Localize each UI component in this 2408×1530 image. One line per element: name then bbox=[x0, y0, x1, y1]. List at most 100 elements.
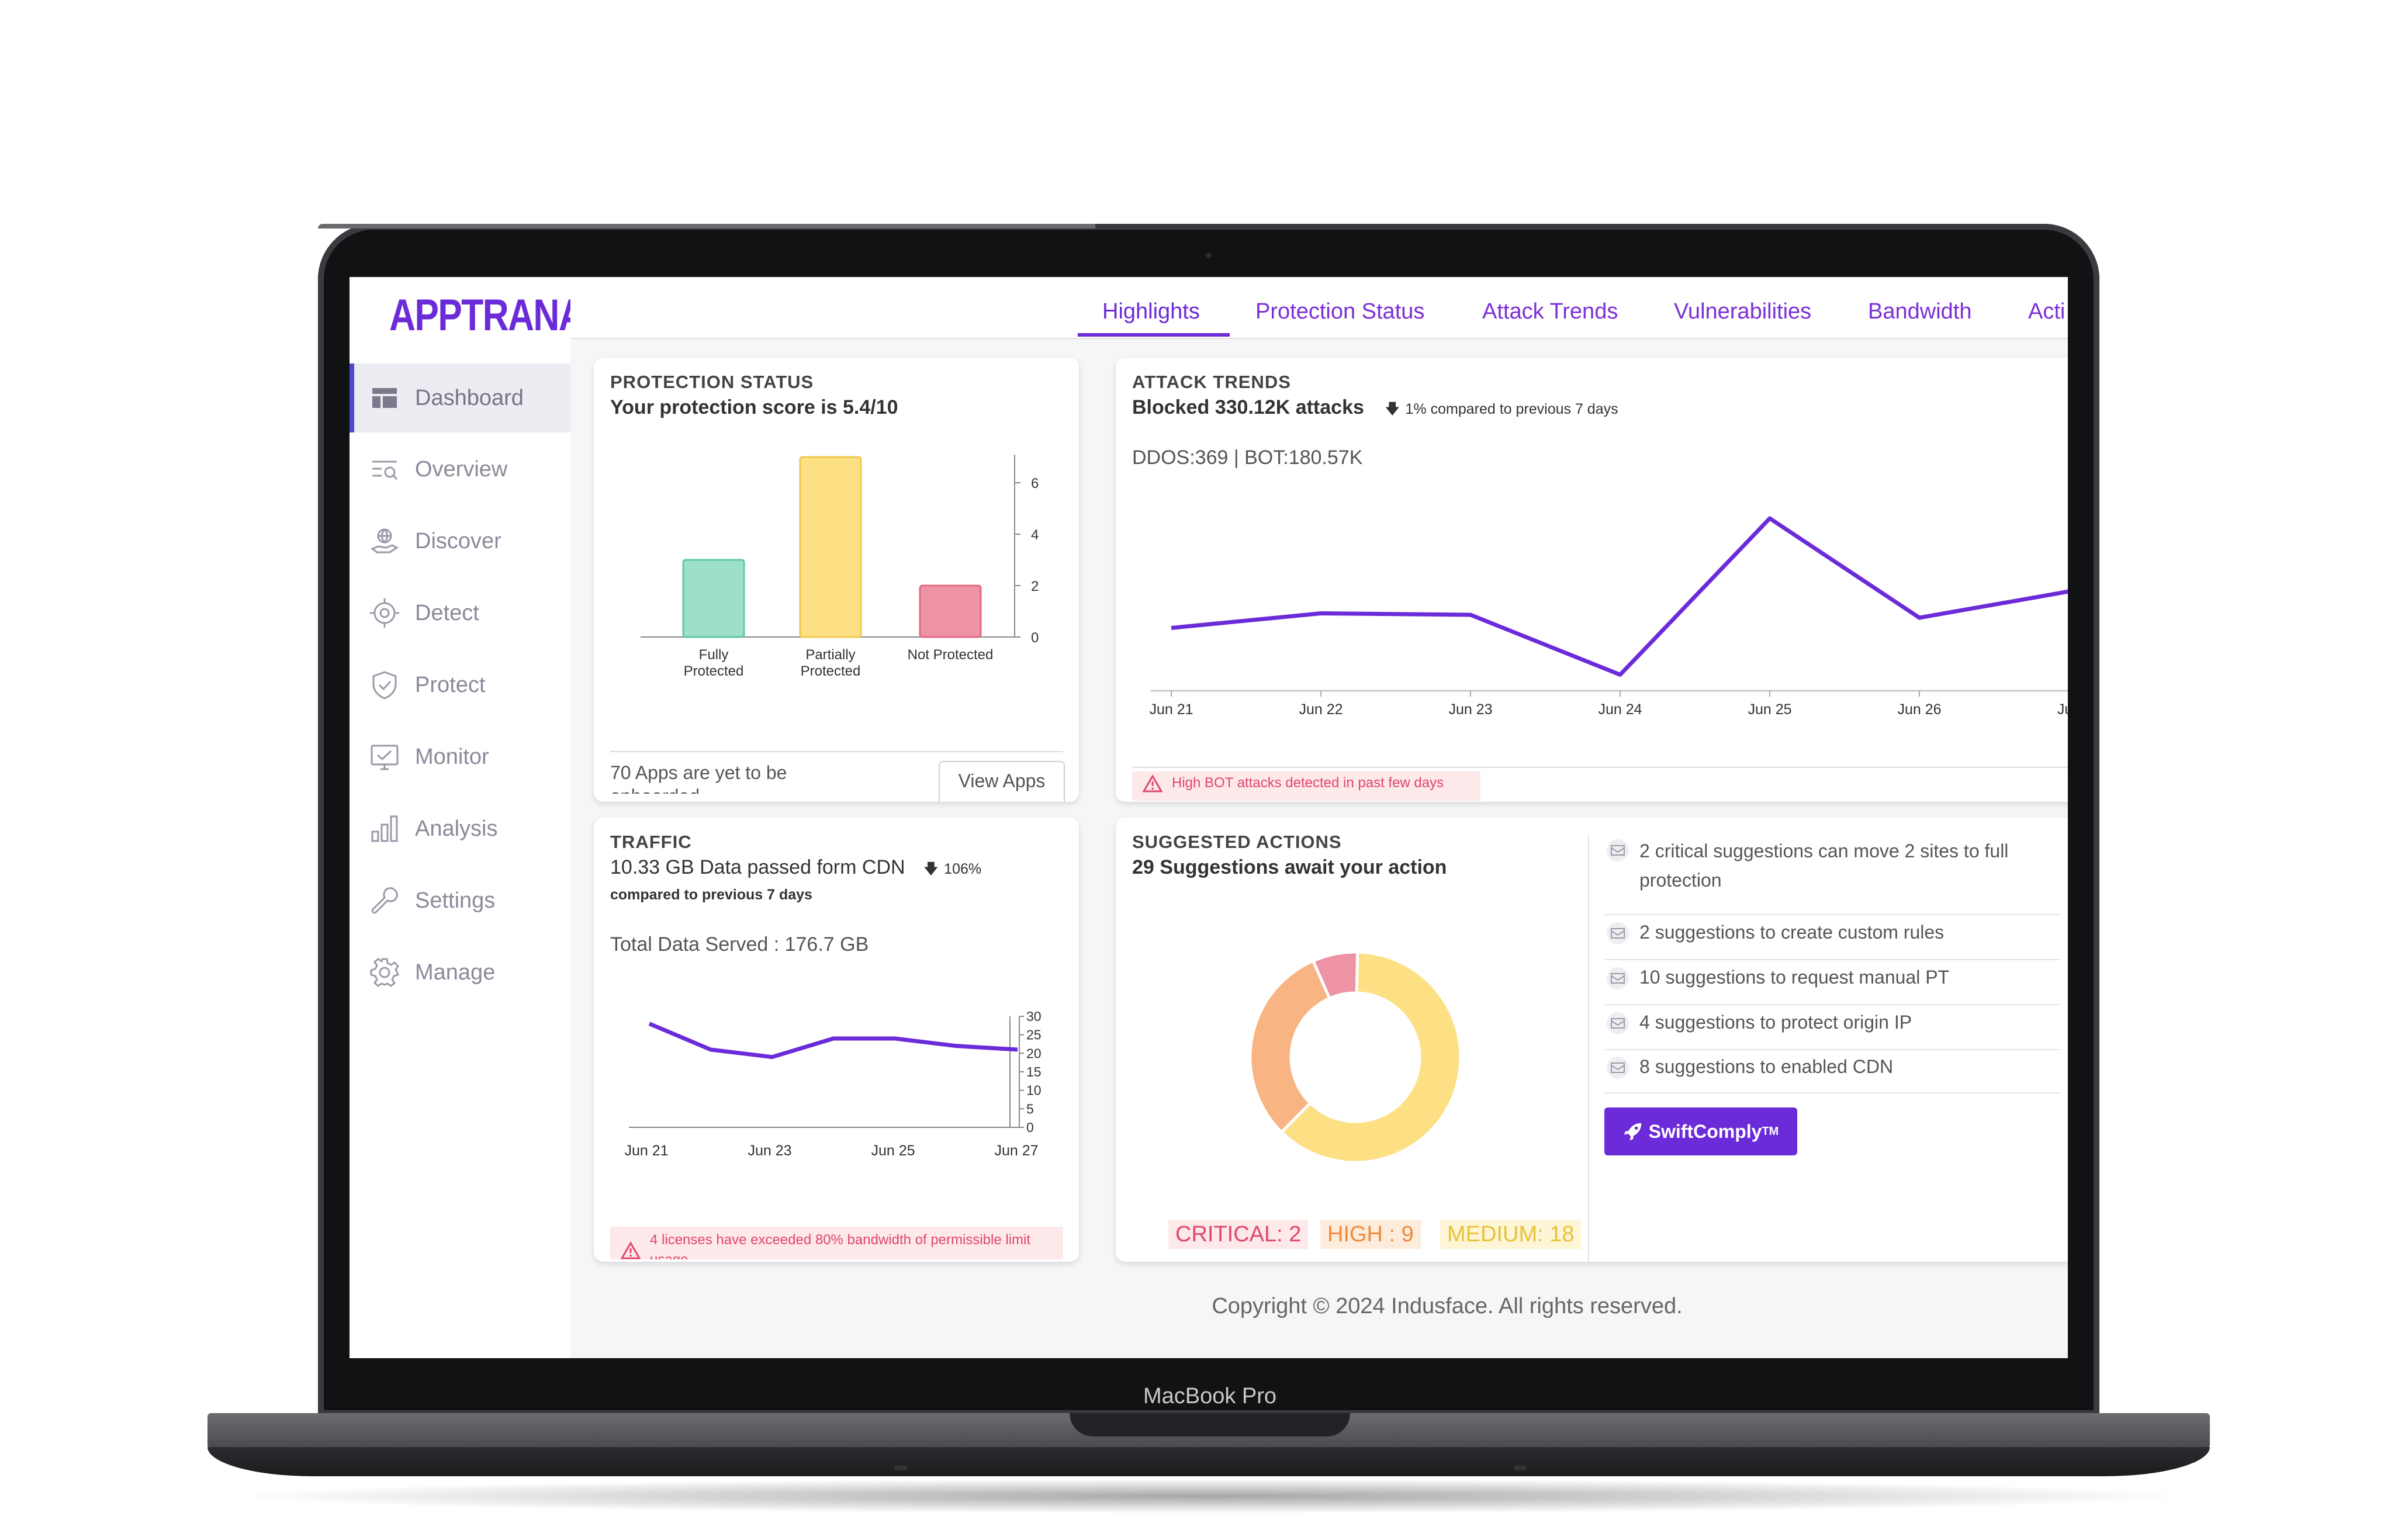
donut-slice-critical bbox=[1311, 950, 1359, 1001]
wrench-icon bbox=[368, 884, 401, 917]
card-subtitle: 10.33 GB Data passed form CDN 🡇 106% bbox=[610, 856, 981, 883]
bar-outline bbox=[799, 456, 862, 638]
sidebar-item-analysis[interactable]: Analysis bbox=[350, 794, 570, 863]
x-tick-label: Jun 23 bbox=[1448, 701, 1492, 718]
trend-down-icon: 🡇 bbox=[923, 861, 939, 877]
total-data-served: Total Data Served : 176.7 GB bbox=[610, 933, 869, 956]
y-tick-label: 15 bbox=[1026, 1064, 1042, 1079]
donut-slice-medium bbox=[1279, 950, 1462, 1164]
y-tick-label: 20 bbox=[1026, 1046, 1042, 1061]
swiftcomply-label: SwiftComply bbox=[1648, 1120, 1762, 1142]
attack-series-line bbox=[1171, 516, 2068, 677]
sidebar-item-discover[interactable]: Discover bbox=[350, 507, 570, 576]
suggestion-item[interactable]: 10 suggestions to request manual PT bbox=[1604, 967, 2060, 990]
sidebar-item-detect[interactable]: Detect bbox=[350, 579, 570, 648]
onboarding-text: 70 Apps are yet to be onboarded bbox=[610, 762, 787, 794]
tab-attack-trends[interactable]: Attack Trends bbox=[1482, 299, 1618, 324]
screen: APPTRANA Dashboard Overview Discover Det… bbox=[350, 277, 2068, 1358]
tab-bar: Highlights Protection Status Attack Tren… bbox=[570, 277, 2068, 339]
sidebar-item-monitor[interactable]: Monitor bbox=[350, 722, 570, 791]
laptop-shadow bbox=[222, 1479, 2198, 1514]
tab-bandwidth[interactable]: Bandwidth bbox=[1868, 299, 1972, 324]
sidebar-item-label: Discover bbox=[415, 528, 501, 553]
mail-icon bbox=[1607, 1057, 1629, 1079]
sidebar-item-label: Manage bbox=[415, 960, 496, 985]
main-content: Highlights Protection Status Attack Tren… bbox=[570, 277, 2068, 1358]
laptop-base-lower bbox=[207, 1447, 2210, 1476]
attack-trends-line-chart: Jun 21 Jun 22 Jun 23 Jun 24 Jun 25 Jun 26 Jun bbox=[1149, 516, 2068, 718]
swiftcomply-button[interactable]: SwiftComply TM bbox=[1604, 1107, 1797, 1155]
compare-text: 1% compared to previous 7 days bbox=[1405, 401, 1618, 417]
critical-count: CRITICAL: 2 bbox=[1168, 1220, 1309, 1249]
suggestion-item[interactable]: 4 suggestions to protect origin IP bbox=[1604, 1012, 2060, 1035]
sidebar: APPTRANA Dashboard Overview Discover Det… bbox=[350, 277, 585, 1358]
suggestion-item[interactable]: 2 suggestions to create custom rules bbox=[1604, 922, 2060, 945]
suggestion-item[interactable]: 2 critical suggestions can move 2 sites … bbox=[1604, 839, 2060, 895]
tab-vulnerabilities[interactable]: Vulnerabilities bbox=[1674, 299, 1812, 324]
laptop-lid-highlight bbox=[318, 224, 1095, 229]
tab-highlights[interactable]: Highlights bbox=[1102, 299, 1200, 324]
bar bbox=[683, 560, 744, 637]
sidebar-item-label: Overview bbox=[415, 456, 508, 482]
y-tick-label: 6 bbox=[1031, 476, 1039, 491]
tab-actions[interactable]: Acti bbox=[2028, 299, 2066, 324]
bandwidth-alert: 4 licenses have exceeded 80% bandwidth o… bbox=[610, 1227, 1063, 1259]
trend-down-icon: 🡇 bbox=[1385, 401, 1400, 417]
x-tick-label: Not Protected bbox=[908, 647, 994, 663]
overview-icon bbox=[368, 453, 401, 486]
sidebar-item-overview[interactable]: Overview bbox=[350, 435, 570, 504]
divider bbox=[610, 751, 1063, 752]
sidebar-item-manage[interactable]: Manage bbox=[350, 938, 570, 1007]
blocked-count: Blocked 330.12K attacks bbox=[1132, 396, 1364, 418]
discover-icon bbox=[368, 525, 401, 558]
x-tick-label: Protected bbox=[684, 663, 744, 679]
y-tick-label: 5 bbox=[1026, 1101, 1034, 1116]
sidebar-item-protect[interactable]: Protect bbox=[350, 650, 570, 719]
tab-protection-status[interactable]: Protection Status bbox=[1255, 299, 1425, 324]
x-tick-label: Jun 24 bbox=[1598, 701, 1642, 718]
x-tick-label: Protected bbox=[801, 663, 861, 679]
attack-trends-card: ATTACK TRENDS Blocked 330.12K attacks 🡇 … bbox=[1116, 358, 2068, 802]
x-tick-label: Jun bbox=[2057, 701, 2068, 718]
view-apps-button[interactable]: View Apps bbox=[939, 761, 1065, 802]
suggested-actions-card: SUGGESTED ACTIONS 29 Suggestions await y… bbox=[1116, 818, 2068, 1262]
suggestion-item[interactable]: 8 suggestions to enabled CDN bbox=[1604, 1056, 2060, 1079]
sidebar-item-label: Analysis bbox=[415, 816, 498, 841]
divider bbox=[1604, 1049, 2060, 1050]
suggestion-text: 10 suggestions to request manual PT bbox=[1639, 967, 1950, 988]
sidebar-item-settings[interactable]: Settings bbox=[350, 866, 570, 935]
sidebar-item-label: Detect bbox=[415, 600, 479, 625]
active-tab-indicator bbox=[1078, 333, 1230, 337]
bar-chart-icon bbox=[368, 812, 401, 845]
detect-icon bbox=[368, 597, 401, 629]
laptop-foot bbox=[1514, 1466, 1527, 1470]
suggestion-text: 4 suggestions to protect origin IP bbox=[1639, 1012, 1912, 1033]
x-tick-label: Jun 25 bbox=[1748, 701, 1791, 718]
sidebar-item-label: Settings bbox=[415, 888, 496, 913]
bar-outline bbox=[919, 584, 982, 638]
donut-slice-high bbox=[1248, 958, 1332, 1134]
bot-alert: High BOT attacks detected in past few da… bbox=[1132, 771, 1480, 801]
sidebar-item-label: Dashboard bbox=[415, 385, 524, 410]
dashboard-icon bbox=[368, 382, 401, 414]
warning-icon bbox=[621, 1242, 641, 1259]
x-tick-label: Fully bbox=[699, 647, 729, 663]
card-heading: PROTECTION STATUS bbox=[610, 372, 814, 392]
traffic-line-chart: 0 5 10 15 20 25 30 Jun 21 Jun 23 Jun 25 Jun 27 bbox=[624, 1009, 1042, 1159]
traffic-compare: compared to previous 7 days bbox=[610, 887, 812, 903]
x-tick-label: Jun 26 bbox=[1897, 701, 1941, 718]
y-tick-label: 2 bbox=[1031, 579, 1039, 594]
card-heading: SUGGESTED ACTIONS bbox=[1132, 832, 1342, 852]
sidebar-item-dashboard[interactable]: Dashboard bbox=[350, 364, 570, 432]
y-tick-label: 0 bbox=[1026, 1120, 1034, 1135]
y-tick-label: 0 bbox=[1031, 630, 1039, 646]
mail-icon bbox=[1607, 1012, 1629, 1034]
device-label: MacBook Pro bbox=[1143, 1384, 1277, 1408]
suggestion-text: 8 suggestions to enabled CDN bbox=[1639, 1056, 1894, 1077]
mail-icon bbox=[1607, 967, 1629, 989]
bar bbox=[920, 586, 981, 637]
vertical-divider bbox=[1588, 835, 1589, 1262]
alert-text: High BOT attacks detected in past few da… bbox=[1172, 775, 1444, 791]
divider bbox=[1604, 914, 2060, 915]
alert-text: 4 licenses have exceeded 80% bandwidth o… bbox=[650, 1232, 1031, 1259]
